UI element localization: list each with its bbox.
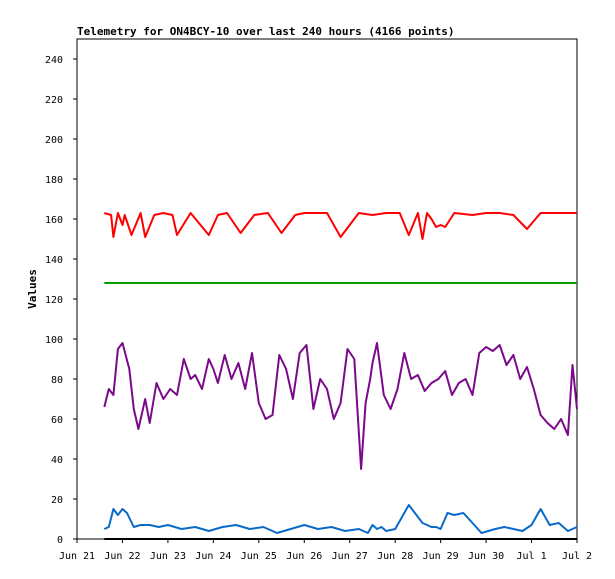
series-line-3 [103,342,578,470]
chart-title: Telemetry for ON4BCY-10 over last 240 ho… [77,25,455,38]
y-axis-label: Values [26,269,39,309]
y-tick-label: 60 [51,415,63,426]
y-tick-label: 180 [45,175,63,186]
x-axis: Jun 21 Jun 22 Jun 23 Jun 24 Jun 25 Jun 26 Jun … [59,539,592,562]
x-tick-label: Jun 21 [59,551,95,562]
y-axis: 0 20 40 60 80 100 120 140 160 180 200 220 240 [45,55,77,546]
series-line-1 [104,212,577,240]
x-tick-label: Jun 25 [241,551,277,562]
x-tick-label: Jun 28 [377,551,413,562]
x-tick-label: Jun 24 [195,551,231,562]
y-tick-label: 100 [45,335,63,346]
y-tick-label: 160 [45,215,63,226]
y-tick-label: 80 [51,375,63,386]
x-tick-label: Jul 2 [562,551,592,562]
y-tick-label: 220 [45,95,63,106]
x-tick-label: Jun 30 [468,551,504,562]
y-tick-label: 40 [51,455,63,466]
x-tick-label: Jun 26 [286,551,322,562]
x-tick-label: Jun 22 [104,551,140,562]
series-line-4 [103,504,578,534]
plot-frame [76,38,578,540]
x-tick-label: Jun 27 [332,551,368,562]
x-tick-label: Jun 23 [150,551,186,562]
y-tick-label: 140 [45,255,63,266]
y-tick-label: 120 [45,295,63,306]
series-layer [103,212,578,540]
y-tick-label: 0 [57,535,63,546]
x-tick-label: Jul 1 [516,551,546,562]
y-tick-label: 20 [51,495,63,506]
y-tick-label: 240 [45,55,63,66]
y-tick-label: 200 [45,135,63,146]
x-tick-label: Jun 29 [423,551,459,562]
